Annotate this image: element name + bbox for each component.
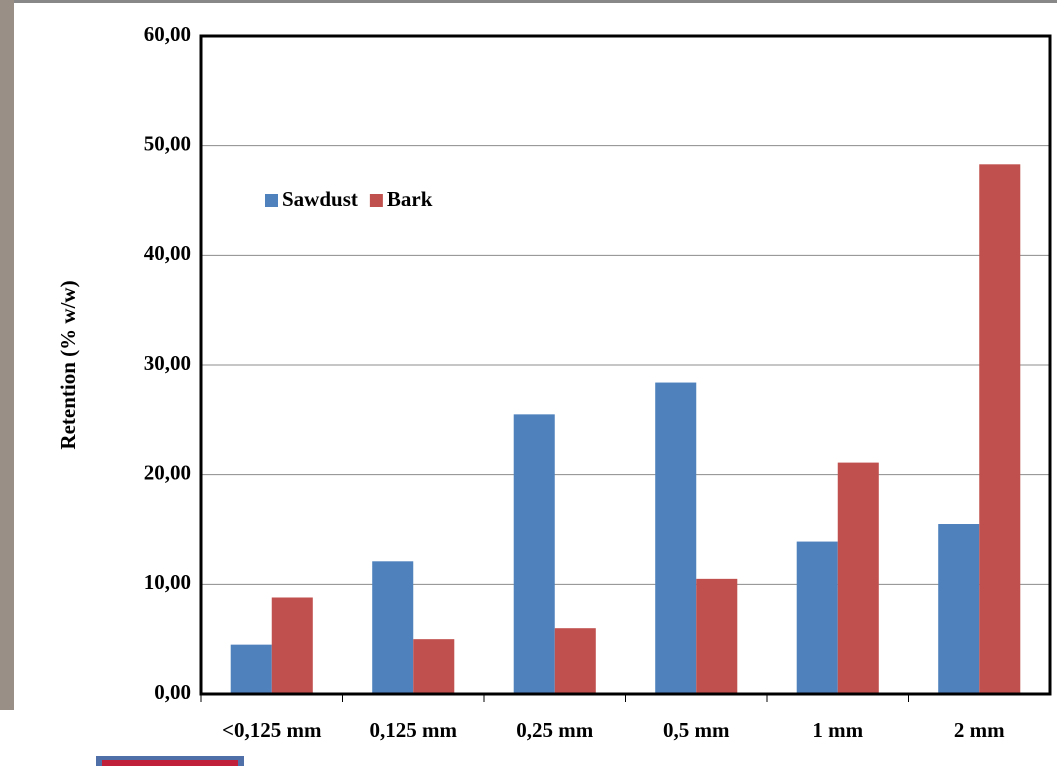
- legend-label: Sawdust: [282, 187, 358, 211]
- y-tick-label: 60,00: [144, 22, 191, 46]
- x-tick-label: 2 mm: [954, 718, 1005, 742]
- y-tick-label: 10,00: [144, 570, 191, 594]
- x-tick-label: 0,125 mm: [370, 718, 458, 742]
- bar: [797, 542, 838, 694]
- legend-swatch: [265, 194, 278, 207]
- bar: [372, 561, 413, 694]
- bar: [838, 463, 879, 694]
- y-tick-label: 0,00: [154, 680, 191, 704]
- x-tick-label: 0,25 mm: [516, 718, 593, 742]
- screenshot: Retention (% w/w) 0,00 10,00 20,00 30,00 40,…: [0, 0, 1057, 766]
- bar: [696, 579, 737, 694]
- x-tick-label: 0,5 mm: [663, 718, 730, 742]
- bar: [413, 639, 454, 694]
- x-tick-label: <0,125 mm: [222, 718, 322, 742]
- bar: [979, 164, 1020, 694]
- legend-label: Bark: [387, 187, 433, 211]
- y-tick-label: 40,00: [144, 241, 191, 265]
- y-axis-label: Retention (% w/w): [56, 280, 80, 449]
- legend-swatch: [370, 194, 383, 207]
- bar: [231, 645, 272, 694]
- y-tick-label: 20,00: [144, 460, 191, 484]
- y-tick-label: 50,00: [144, 131, 191, 155]
- decor-box-inner: [102, 760, 238, 766]
- x-tick-label: 1 mm: [812, 718, 863, 742]
- bar: [272, 597, 313, 694]
- bar: [655, 383, 696, 694]
- bar: [555, 628, 596, 694]
- window-edge: [14, 0, 1057, 3]
- bar: [514, 414, 555, 694]
- y-tick-label: 30,00: [144, 351, 191, 375]
- bar: [938, 524, 979, 694]
- background-photo-strip: [0, 0, 14, 710]
